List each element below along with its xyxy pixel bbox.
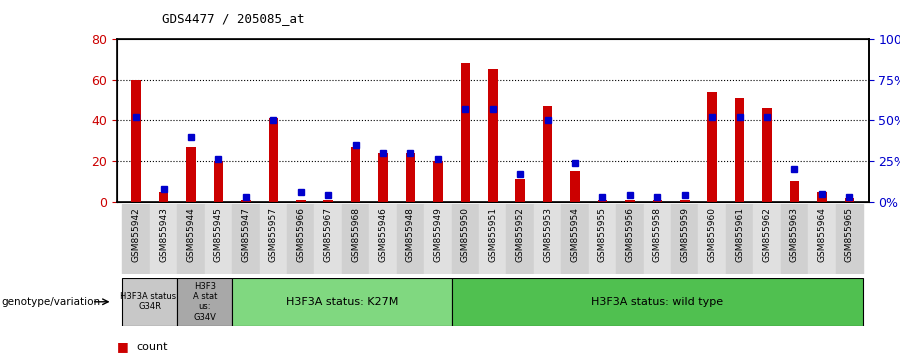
Bar xyxy=(323,200,333,202)
Text: GSM855966: GSM855966 xyxy=(296,207,305,262)
Text: GSM855958: GSM855958 xyxy=(652,207,662,262)
Bar xyxy=(452,204,479,274)
Text: GSM855967: GSM855967 xyxy=(324,207,333,262)
Text: GSM855946: GSM855946 xyxy=(379,207,388,262)
Bar xyxy=(268,118,278,202)
Text: GSM855949: GSM855949 xyxy=(434,207,443,262)
Bar xyxy=(543,106,553,202)
Bar xyxy=(406,153,415,202)
Bar xyxy=(626,200,634,202)
Bar xyxy=(131,80,141,202)
Bar xyxy=(342,204,369,274)
Bar xyxy=(562,204,589,274)
Text: GSM855952: GSM855952 xyxy=(516,207,525,262)
Bar xyxy=(780,204,808,274)
Bar xyxy=(707,92,717,202)
Text: GSM855944: GSM855944 xyxy=(186,207,195,262)
Bar xyxy=(680,200,689,202)
Text: GSM855955: GSM855955 xyxy=(598,207,607,262)
Bar xyxy=(433,161,443,202)
Text: genotype/variation: genotype/variation xyxy=(2,297,101,307)
Bar xyxy=(598,200,608,202)
Bar xyxy=(186,147,196,202)
Text: GSM855953: GSM855953 xyxy=(543,207,552,262)
Bar xyxy=(479,204,507,274)
Bar xyxy=(296,200,306,202)
Bar xyxy=(589,204,616,274)
Bar xyxy=(488,69,498,202)
Bar xyxy=(177,204,205,274)
Text: count: count xyxy=(137,342,168,352)
Text: GSM855965: GSM855965 xyxy=(845,207,854,262)
Bar xyxy=(314,204,342,274)
Text: H3F3A status:
G34R: H3F3A status: G34R xyxy=(121,292,179,312)
Text: GSM855968: GSM855968 xyxy=(351,207,360,262)
Bar xyxy=(507,204,534,274)
Text: H3F3A status: wild type: H3F3A status: wild type xyxy=(591,297,724,307)
Bar xyxy=(158,192,168,202)
Bar xyxy=(369,204,397,274)
Text: GSM855951: GSM855951 xyxy=(489,207,498,262)
Bar xyxy=(616,204,643,274)
Text: GSM855960: GSM855960 xyxy=(707,207,716,262)
Bar xyxy=(644,204,671,274)
Bar xyxy=(808,204,835,274)
Bar xyxy=(671,204,698,274)
Text: H3F3
A stat
us:
G34V: H3F3 A stat us: G34V xyxy=(193,282,217,322)
Text: GSM855947: GSM855947 xyxy=(241,207,250,262)
Bar xyxy=(259,204,287,274)
Bar xyxy=(835,204,863,274)
Text: GSM855945: GSM855945 xyxy=(214,207,223,262)
Bar xyxy=(753,204,780,274)
Text: GSM855948: GSM855948 xyxy=(406,207,415,262)
Text: GSM855959: GSM855959 xyxy=(680,207,689,262)
Bar xyxy=(698,204,726,274)
Text: GSM855962: GSM855962 xyxy=(762,207,771,262)
Text: GSM855964: GSM855964 xyxy=(817,207,826,262)
Bar xyxy=(424,204,452,274)
Bar xyxy=(397,204,424,274)
Text: H3F3A status: K27M: H3F3A status: K27M xyxy=(285,297,398,307)
Text: GSM855950: GSM855950 xyxy=(461,207,470,262)
Bar xyxy=(122,204,150,274)
Bar xyxy=(378,153,388,202)
Bar xyxy=(844,198,854,202)
Bar xyxy=(516,179,525,202)
Bar xyxy=(213,161,223,202)
Bar xyxy=(571,171,580,202)
Bar xyxy=(150,204,177,274)
Text: GSM855942: GSM855942 xyxy=(131,207,140,262)
Text: GSM855954: GSM855954 xyxy=(571,207,580,262)
Bar xyxy=(287,204,314,274)
Bar xyxy=(232,204,259,274)
Text: GSM855957: GSM855957 xyxy=(269,207,278,262)
Bar xyxy=(461,63,470,202)
Bar xyxy=(534,204,562,274)
Bar xyxy=(205,204,232,274)
Bar xyxy=(241,200,251,202)
Text: GSM855943: GSM855943 xyxy=(159,207,168,262)
Bar xyxy=(762,108,772,202)
Bar xyxy=(726,204,753,274)
Bar xyxy=(452,278,863,326)
Text: GSM855956: GSM855956 xyxy=(626,207,634,262)
Bar xyxy=(734,98,744,202)
Bar xyxy=(817,192,827,202)
Bar xyxy=(122,278,177,326)
Bar xyxy=(177,278,232,326)
Text: GSM855961: GSM855961 xyxy=(735,207,744,262)
Text: GSM855963: GSM855963 xyxy=(790,207,799,262)
Bar xyxy=(789,181,799,202)
Bar xyxy=(232,278,452,326)
Text: ■: ■ xyxy=(117,341,129,353)
Bar xyxy=(652,200,662,202)
Bar xyxy=(351,147,360,202)
Text: GDS4477 / 205085_at: GDS4477 / 205085_at xyxy=(162,12,304,25)
